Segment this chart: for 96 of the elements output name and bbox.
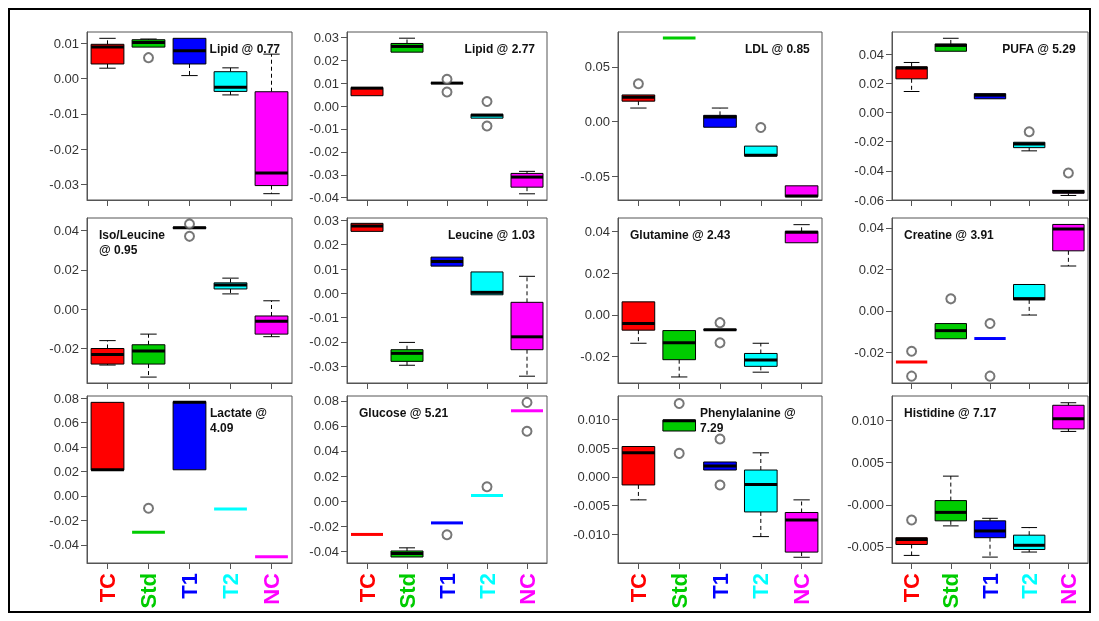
y-tick-label: 0.04 bbox=[858, 46, 884, 62]
x-tick-label: NC bbox=[259, 572, 284, 605]
y-tick-label: 0.04 bbox=[53, 439, 79, 455]
y-tick-label: 0.00 bbox=[858, 303, 884, 319]
y-tick-label: -0.01 bbox=[309, 310, 339, 326]
x-tick-label: TC bbox=[899, 572, 925, 603]
y-tick-label: 0.00 bbox=[313, 493, 339, 509]
y-tick-label: 0.000 bbox=[577, 469, 610, 485]
y-tick-label: -0.03 bbox=[49, 176, 79, 192]
x-tick-label: T1 bbox=[434, 573, 460, 599]
x-tick-label: T1 bbox=[177, 573, 202, 599]
y-tick-label: 0.03 bbox=[313, 212, 339, 228]
y-tick-label: -0.02 bbox=[49, 512, 79, 528]
x-tick-label: TC bbox=[625, 572, 651, 603]
y-tick-label: 0.00 bbox=[584, 113, 610, 129]
x-tick-label: NC bbox=[789, 572, 815, 605]
y-tick-label: 0.05 bbox=[584, 59, 610, 75]
y-tick-label: -0.01 bbox=[309, 121, 339, 137]
x-tick-label: T1 bbox=[707, 573, 733, 599]
y-tick-label: 0.02 bbox=[53, 464, 79, 479]
y-tick-label: -0.02 bbox=[309, 144, 339, 160]
y-tick-label: -0.04 bbox=[854, 163, 884, 179]
text: Lactate @ 4.09 bbox=[210, 405, 271, 435]
y-tick-label: -0.02 bbox=[854, 134, 884, 150]
y-tick-label: -0.005 bbox=[847, 539, 884, 555]
x-tick-label: TC bbox=[95, 572, 120, 603]
y-tick-label: -0.02 bbox=[309, 518, 339, 534]
y-tick-label: 0.04 bbox=[858, 220, 884, 236]
y-tick-label: -0.06 bbox=[854, 192, 884, 208]
y-tick-label: -0.03 bbox=[309, 358, 339, 374]
x-tick-label: Std bbox=[938, 573, 964, 609]
y-tick-label: 0.00 bbox=[53, 488, 79, 504]
y-tick-label: -0.02 bbox=[580, 349, 610, 365]
y-tick-label: 0.00 bbox=[313, 285, 339, 301]
y-tick-label: 0.04 bbox=[313, 443, 339, 459]
y-tick-label: 0.005 bbox=[577, 440, 610, 456]
y-tick-label: 0.005 bbox=[851, 455, 884, 471]
y-tick-label: 0.02 bbox=[858, 75, 884, 91]
y-tick-label: 0.06 bbox=[313, 418, 339, 434]
y-tick-label: 0.00 bbox=[53, 71, 79, 87]
y-tick-label: -0.010 bbox=[573, 526, 610, 542]
x-tick-label: Std bbox=[394, 573, 420, 609]
y-tick-label: 0.08 bbox=[313, 393, 339, 409]
y-tick-label: 0.01 bbox=[53, 36, 79, 52]
y-tick-label: -0.04 bbox=[49, 537, 79, 553]
text: Histidine @ 7.17 bbox=[904, 405, 997, 420]
y-tick-label: -0.04 bbox=[309, 543, 339, 559]
x-tick-label: NC bbox=[1055, 572, 1081, 605]
y-tick-label: 0.04 bbox=[584, 224, 610, 240]
y-tick-label: 0.00 bbox=[584, 307, 610, 323]
text: Creatine @ 3.91 bbox=[904, 227, 995, 242]
y-tick-label: 0.00 bbox=[53, 301, 79, 317]
y-tick-label: -0.005 bbox=[573, 498, 610, 514]
text: Phenylalanine @ 7.29 bbox=[700, 405, 800, 435]
y-tick-label: 0.010 bbox=[851, 412, 884, 428]
text: Lipid @ 2.77 bbox=[464, 41, 536, 56]
text: Iso/Leucine @ 0.95 bbox=[99, 227, 169, 257]
y-tick-label: -0.02 bbox=[854, 344, 884, 360]
y-tick-label: -0.02 bbox=[309, 334, 339, 350]
y-tick-label: 0.00 bbox=[313, 98, 339, 114]
y-tick-label: 0.02 bbox=[584, 265, 610, 281]
y-tick-label: -0.02 bbox=[49, 341, 79, 357]
x-tick-label: NC bbox=[514, 572, 540, 605]
y-tick-label: -0.03 bbox=[309, 167, 339, 183]
text: Glutamine @ 2.43 bbox=[630, 227, 731, 242]
x-tick-label: Std bbox=[666, 573, 692, 609]
y-tick-label: 0.02 bbox=[858, 261, 884, 277]
y-tick-label: 0.010 bbox=[577, 412, 610, 428]
y-tick-label: -0.04 bbox=[309, 190, 339, 206]
y-tick-label: -0.01 bbox=[49, 106, 79, 122]
y-tick-label: -0.02 bbox=[49, 141, 79, 157]
y-tick-label: 0.02 bbox=[313, 237, 339, 253]
text: PUFA @ 5.29 bbox=[1002, 41, 1076, 56]
y-tick-label: 0.08 bbox=[53, 390, 79, 406]
x-tick-label: TC bbox=[354, 572, 380, 603]
y-tick-label: 0.04 bbox=[53, 222, 79, 238]
text: Leucine @ 1.03 bbox=[447, 227, 536, 242]
text: Lipid @ 0.77 bbox=[209, 41, 281, 56]
y-tick-label: 0.02 bbox=[313, 52, 339, 68]
x-tick-label: T1 bbox=[977, 573, 1003, 599]
x-tick-label: T2 bbox=[748, 573, 774, 599]
y-tick-label: -0.000 bbox=[847, 497, 884, 513]
y-tick-label: 0.00 bbox=[858, 105, 884, 120]
text: LDL @ 0.85 bbox=[744, 41, 811, 56]
x-tick-label: Std bbox=[136, 573, 161, 609]
y-tick-label: -0.05 bbox=[580, 168, 610, 184]
y-tick-label: 0.03 bbox=[313, 29, 339, 45]
x-tick-label: T2 bbox=[474, 573, 500, 599]
y-tick-label: 0.01 bbox=[313, 75, 339, 91]
y-tick-label: 0.02 bbox=[53, 262, 79, 278]
y-tick-label: 0.02 bbox=[313, 468, 339, 484]
text: Glucose @ 5.21 bbox=[359, 405, 449, 420]
x-tick-label: T2 bbox=[1016, 573, 1042, 599]
y-tick-label: 0.06 bbox=[53, 415, 79, 431]
x-tick-label: T2 bbox=[218, 573, 243, 599]
y-tick-label: 0.01 bbox=[313, 261, 339, 277]
